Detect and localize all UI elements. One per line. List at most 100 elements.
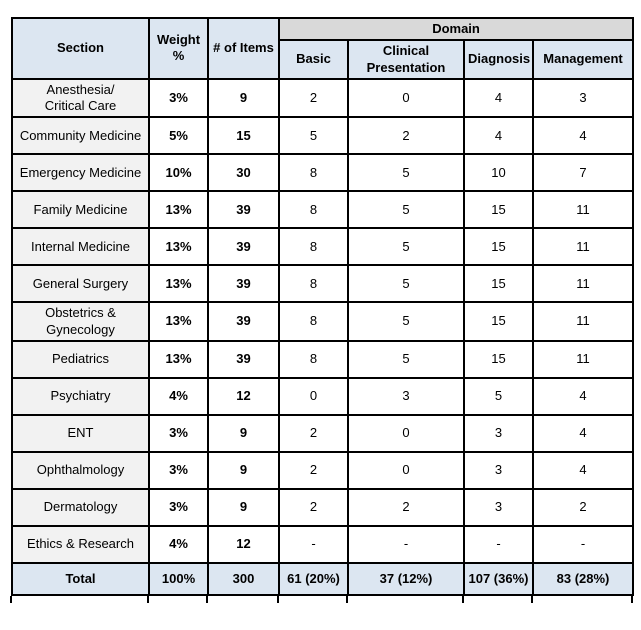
table-row: Ethics & Research 4% 12- - - - [11,524,635,564]
clinical-presentation-cell: 0 [347,450,465,490]
table-row: Anesthesia/ Critical Care 3% 9 2 0 4 3 [11,77,635,119]
items-cell: 9 [207,413,280,453]
section-cell: Community Medicine [11,116,150,156]
diagnosis-cell: 3 [463,487,534,527]
section-cell: General Surgery [11,264,150,304]
items-cell: 39 [207,264,280,304]
border-stub [531,595,533,603]
diagnosis-cell: 15 [463,339,534,379]
management-cell: 11 [531,227,635,267]
header-row-domain: Section Weight % # of Items Domain [11,16,635,80]
management-cell: 4 [531,450,635,490]
weight-cell: 10% [148,153,209,193]
diagnosis-cell: - [463,524,534,564]
table-row: ENT 3% 9 2 0 3 4 [11,413,635,453]
diagnosis-cell: 15 [463,264,534,304]
clinical-presentation-cell: 2 [347,487,465,527]
management-cell: 11 [531,339,635,379]
table-container: Section Weight % # of Items Domain Basic… [10,16,635,604]
clinical-presentation-cell: 5 [347,153,465,193]
diagnosis-cell: 4 [463,116,534,156]
column-group-header-domain: Domain [277,16,635,42]
section-cell: Emergency Medicine [11,153,150,193]
header-row-subdomains: Basic Clinical Presentation Diagnosis Ma… [12,39,635,80]
items-cell: 15 [207,116,280,156]
diagnosis-cell: 15 [463,227,534,267]
total-basic-cell: 61 (20%) [278,561,349,596]
weight-cell: 13% [148,190,209,230]
column-header-management: Management [531,39,635,80]
weight-cell: 13% [148,339,209,379]
basic-cell: 8 [278,264,349,304]
column-header-clinical-presentation: Clinical Presentation [347,39,465,80]
exam-blueprint-table: Section Weight % # of Items Domain Basic… [11,16,635,596]
diagnosis-cell: 3 [463,413,534,453]
border-stub [631,595,633,603]
items-cell: 39 [207,339,280,379]
total-management-cell: 83 (28%) [531,561,635,596]
table-row: Family Medicine 13% 39 8 5 15 11 [11,190,635,230]
basic-cell: 2 [278,77,349,119]
section-cell: Obstetrics & Gynecology [11,301,150,342]
basic-cell: 8 [278,227,349,267]
table-row: Dermatology 3% 9 2 2 3 2 [11,487,635,527]
items-cell: 12 [207,524,280,564]
management-cell: 7 [531,153,635,193]
clinical-presentation-cell: 3 [347,376,465,416]
weight-cell: 13% [148,264,209,304]
border-stub [462,595,464,603]
management-cell: 4 [531,376,635,416]
border-stub [10,595,12,603]
column-header-section: Section [11,17,150,80]
total-clinical-presentation-cell: 37 (12%) [347,561,465,596]
basic-cell: 2 [278,450,349,490]
diagnosis-cell: 15 [463,190,534,230]
basic-cell: 0 [278,376,349,416]
section-cell: Ethics & Research [11,524,150,564]
management-cell: 4 [531,413,635,453]
basic-cell: - [278,524,349,564]
diagnosis-cell: 15 [463,301,534,342]
basic-cell: 2 [278,413,349,453]
weight-cell: 4% [148,524,209,564]
clinical-presentation-cell: 0 [347,77,465,119]
table-row: Pediatrics 13% 39 8 5 15 11 [11,339,635,379]
border-stub [147,595,149,603]
clinical-presentation-cell: 0 [347,413,465,453]
clinical-presentation-cell: 5 [347,190,465,230]
clinical-presentation-cell: 5 [347,301,465,342]
table-header: Section Weight % # of Items Domain Basic… [11,16,635,80]
weight-cell: 3% [148,77,209,119]
weight-cell: 4% [148,376,209,416]
clinical-presentation-cell: 5 [347,339,465,379]
column-header-items: # of Items [207,17,280,80]
total-items-cell: 300 [207,561,280,596]
diagnosis-cell: 3 [463,450,534,490]
management-cell: 11 [531,190,635,230]
diagnosis-cell: 4 [463,77,534,119]
total-row: Total 100% 300 61 (20%) 37 (12%) 107 (36… [11,561,635,596]
table-footer: Total 100% 300 61 (20%) 37 (12%) 107 (36… [11,561,635,596]
column-header-diagnosis: Diagnosis [463,39,534,80]
clinical-presentation-cell: 5 [347,227,465,267]
clinical-presentation-cell: - [347,524,465,564]
items-cell: 39 [207,227,280,267]
diagnosis-cell: 10 [463,153,534,193]
table-body: Anesthesia/ Critical Care 3% 9 2 0 4 3 Communit… [11,77,635,564]
management-cell: - [531,524,635,564]
section-cell: Pediatrics [11,339,150,379]
total-weight-cell: 100% [148,561,209,596]
column-header-weight: Weight % [148,17,209,80]
section-cell: Ophthalmology [11,450,150,490]
management-cell: 4 [531,116,635,156]
clinical-presentation-cell: 5 [347,264,465,304]
section-cell: Family Medicine [11,190,150,230]
items-cell: 39 [207,190,280,230]
basic-cell: 8 [278,190,349,230]
management-cell: 11 [531,301,635,342]
table-row: Community Medicine 5% 15 5 2 4 4 [11,116,635,156]
basic-cell: 2 [278,487,349,527]
items-cell: 9 [207,77,280,119]
basic-cell: 5 [278,116,349,156]
table-row: Obstetrics & Gynecology 13% 39 8 5 15 11 [11,301,635,342]
